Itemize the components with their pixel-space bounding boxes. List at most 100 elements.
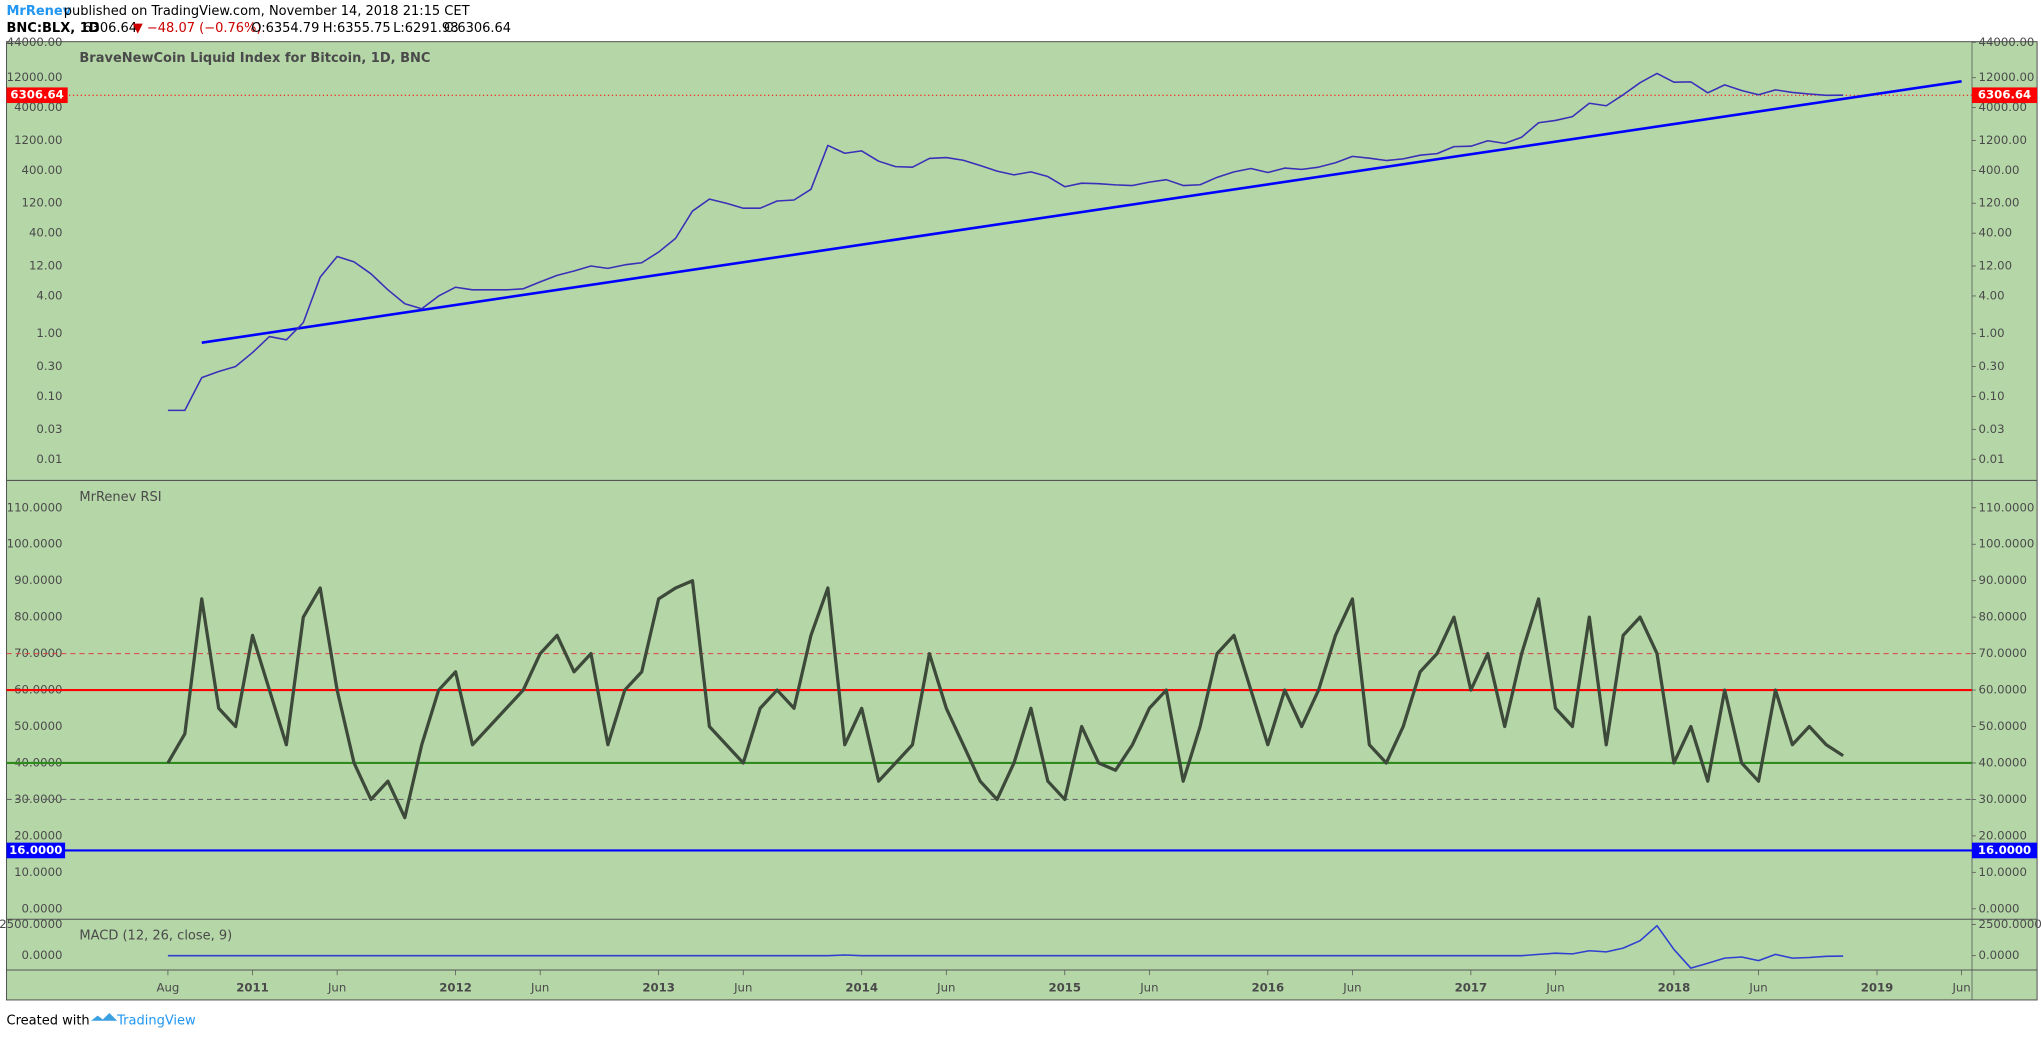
y-tick-label-right: 0.03 <box>1979 422 2005 436</box>
open: O:6354.79 <box>251 21 319 36</box>
y-tick-label-left: 0.03 <box>36 422 62 436</box>
y-tick-label-left: 0.01 <box>36 452 62 466</box>
y-tick-label-right: 70.0000 <box>1979 646 2027 660</box>
y-tick-label-right: 0.30 <box>1979 359 2005 373</box>
y-tick-label-right: 110.0000 <box>1979 500 2035 514</box>
y-tick-label-right: 30.0000 <box>1979 792 2027 806</box>
y-tick-label-right: 4000.00 <box>1979 100 2027 114</box>
y-tick-label-left: 10.0000 <box>14 865 62 879</box>
y-tick-label-left: 120.00 <box>22 196 63 210</box>
y-tick-label-left: 40.00 <box>29 226 63 240</box>
series-line <box>167 924 1844 969</box>
trendline <box>201 80 1962 344</box>
pane-title: BraveNewCoin Liquid Index for Bitcoin, 1… <box>79 51 430 66</box>
footer-brand[interactable]: TradingView <box>116 1013 196 1028</box>
y-tick-label-left: 80.0000 <box>14 610 62 624</box>
x-tick-label: Jun <box>733 981 752 995</box>
x-tick-label: Jun <box>936 981 955 995</box>
y-tick-label-left: 0.10 <box>36 389 62 403</box>
y-tick-label-left: 50.0000 <box>14 719 62 733</box>
last-price-label: 6306.64 <box>1978 88 2031 102</box>
y-tick-label-right: 12.00 <box>1979 258 2013 272</box>
y-tick-label-left: 110.0000 <box>7 500 63 514</box>
y-tick-label-right: 10.0000 <box>1979 865 2027 879</box>
last-price-label: 6306.64 <box>10 88 63 102</box>
level-label: 16.0000 <box>1978 843 2031 857</box>
y-tick-label-right: 40.00 <box>1979 226 2013 240</box>
x-tick-label: 2012 <box>439 981 472 995</box>
x-tick-label: Jun <box>1748 981 1767 995</box>
low: L:6291.98 <box>393 21 458 36</box>
x-tick-label: 2018 <box>1658 981 1691 995</box>
x-tick-label: 2016 <box>1252 981 1285 995</box>
y-tick-label-left: 4000.00 <box>14 100 62 114</box>
y-tick-label-right: 12000.00 <box>1979 70 2035 84</box>
change: ▼ −48.07 (−0.76%) <box>133 21 262 36</box>
y-tick-label-right: 0.0000 <box>1979 948 2020 962</box>
y-tick-label-right: 1200.00 <box>1979 133 2027 147</box>
chart-background <box>5 41 2038 1001</box>
y-tick-label-left: 0.30 <box>36 359 62 373</box>
y-tick-label-right: 0.01 <box>1979 452 2005 466</box>
y-tick-label-left: 0.0000 <box>22 948 63 962</box>
pane-title: MACD (12, 26, close, 9) <box>79 929 232 944</box>
y-tick-label-left: 44000.00 <box>7 35 63 49</box>
symbol: BNC:BLX, 1D <box>7 21 100 36</box>
y-tick-label-left: 400.00 <box>22 163 63 177</box>
close: C:6306.64 <box>444 21 511 36</box>
y-tick-label-left: 4.00 <box>36 288 62 302</box>
last: 6306.64 <box>83 21 137 36</box>
x-tick-label: Aug <box>156 981 179 995</box>
y-tick-label-left: 100.0000 <box>7 537 63 551</box>
x-tick-label: Jun <box>1342 981 1361 995</box>
x-tick-label: Jun <box>530 981 549 995</box>
x-tick-label: 2019 <box>1861 981 1894 995</box>
author[interactable]: MrRenev <box>7 4 72 19</box>
y-tick-label-right: 80.0000 <box>1979 610 2027 624</box>
y-tick-label-left: 1.00 <box>36 326 62 340</box>
series-line <box>167 72 1844 412</box>
published: published on TradingView.com, November 1… <box>64 4 470 19</box>
x-tick-label: 2011 <box>236 981 269 995</box>
y-tick-label-left: 20.0000 <box>14 828 62 842</box>
y-tick-label-left: 90.0000 <box>14 573 62 587</box>
y-tick-label-left: 12.00 <box>29 258 63 272</box>
x-tick-label: Jun <box>1951 981 1970 995</box>
y-tick-label-right: 40.0000 <box>1979 755 2027 769</box>
footer-created: Created with <box>7 1013 90 1028</box>
last-price-box <box>6 87 68 104</box>
y-tick-label-right: 400.00 <box>1979 163 2020 177</box>
series-line <box>166 579 1845 820</box>
y-tick-label-right: 100.0000 <box>1979 537 2035 551</box>
logo <box>91 1012 118 1021</box>
last-price-box <box>1972 87 2038 104</box>
level-label-box <box>6 842 66 859</box>
y-tick-label-right: 44000.00 <box>1979 35 2035 49</box>
y-tick-label-right: 120.00 <box>1979 196 2020 210</box>
y-tick-label-right: 4.00 <box>1979 288 2005 302</box>
high: H:6355.75 <box>323 21 391 36</box>
level-label-box <box>1972 842 2038 859</box>
y-tick-label-right: 50.0000 <box>1979 719 2027 733</box>
y-tick-label-right: 2500.0000 <box>1979 917 2041 931</box>
x-tick-label: Jun <box>327 981 346 995</box>
x-tick-label: 2015 <box>1048 981 1081 995</box>
y-tick-label-left: 1200.00 <box>14 133 62 147</box>
x-tick-label: 2017 <box>1455 981 1488 995</box>
y-tick-label-right: 60.0000 <box>1979 683 2027 697</box>
x-tick-label: Jun <box>1545 981 1564 995</box>
y-tick-label-right: 0.0000 <box>1979 901 2020 915</box>
y-tick-label-right: 90.0000 <box>1979 573 2027 587</box>
pane-title: MrRenev RSI <box>79 490 161 505</box>
y-tick-label-left: 2500.0000 <box>0 917 62 931</box>
y-tick-label-right: 1.00 <box>1979 326 2005 340</box>
x-tick-label: 2013 <box>642 981 675 995</box>
x-tick-label: Jun <box>1139 981 1158 995</box>
y-tick-label-left: 12000.00 <box>7 70 63 84</box>
x-tick-label: 2014 <box>845 981 878 995</box>
level-label: 16.0000 <box>9 843 62 857</box>
y-tick-label-right: 0.10 <box>1979 389 2005 403</box>
y-tick-label-right: 20.0000 <box>1979 828 2027 842</box>
